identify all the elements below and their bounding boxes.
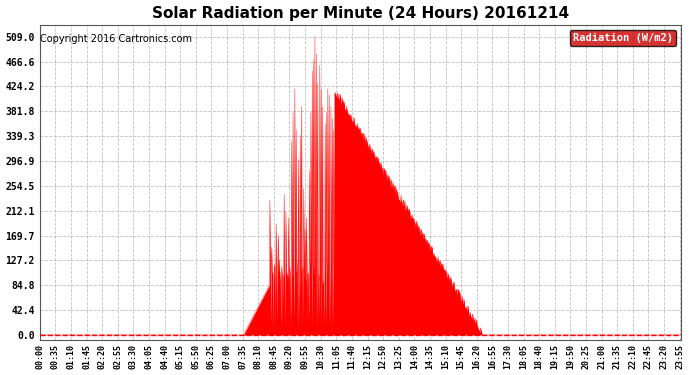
Legend: Radiation (W/m2): Radiation (W/m2)	[570, 30, 676, 46]
Text: Copyright 2016 Cartronics.com: Copyright 2016 Cartronics.com	[41, 34, 193, 44]
Title: Solar Radiation per Minute (24 Hours) 20161214: Solar Radiation per Minute (24 Hours) 20…	[152, 6, 569, 21]
